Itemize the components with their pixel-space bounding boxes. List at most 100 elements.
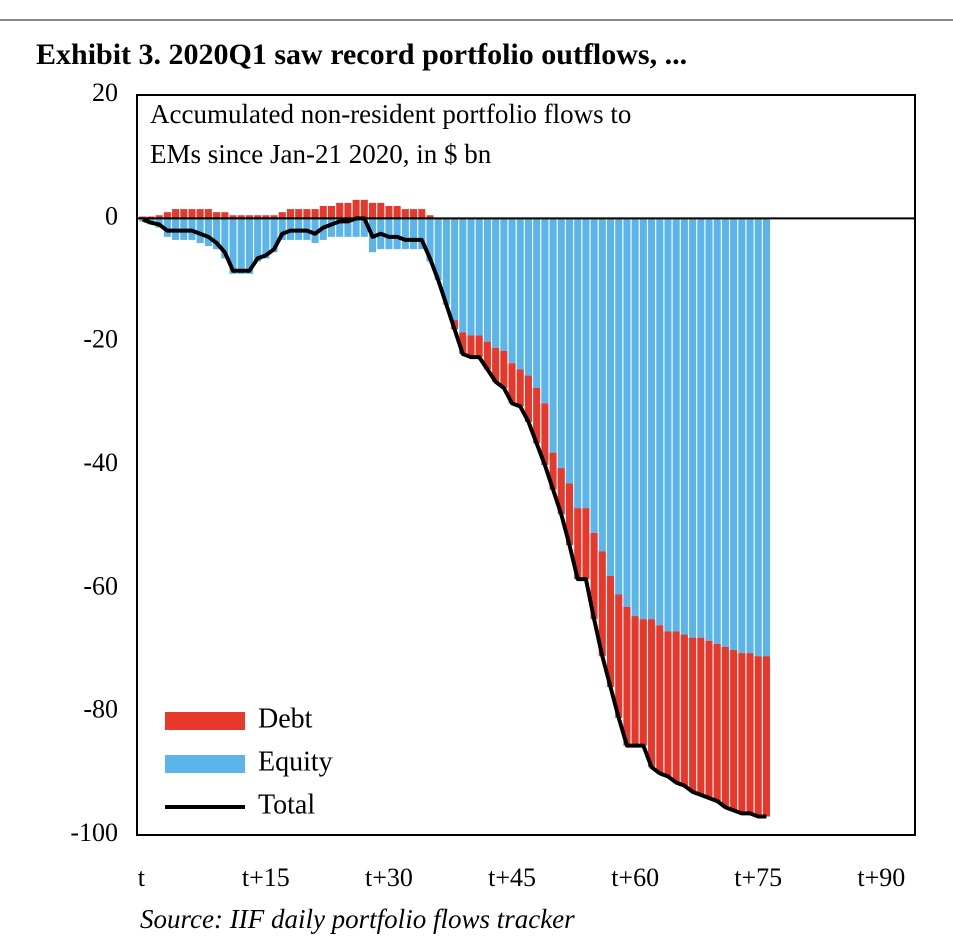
bar-segment	[262, 218, 270, 259]
bar-segment	[565, 483, 574, 546]
y-tick-label: 20	[92, 78, 118, 107]
bar-segment	[541, 403, 549, 465]
bar-segment	[213, 212, 221, 219]
bar-segment	[385, 206, 393, 219]
x-tick-label: t+15	[242, 863, 290, 892]
bar-segment	[508, 363, 516, 404]
bar-segment	[270, 218, 278, 253]
bar-segment	[754, 656, 762, 817]
bar-segment	[336, 218, 344, 237]
bar-segment	[426, 218, 434, 262]
bar-segment	[713, 218, 721, 644]
bar-segment	[697, 637, 705, 795]
bar-segment	[623, 218, 631, 607]
bar-segment	[598, 551, 606, 657]
bar-segment	[360, 218, 368, 237]
bar-segment	[221, 218, 229, 259]
bar-segment	[746, 218, 754, 654]
legend-swatch	[165, 712, 245, 730]
bar-segment	[574, 218, 582, 509]
bar-segment	[270, 215, 278, 219]
bar-segment	[721, 218, 729, 647]
subtitle: Accumulated non-resident portfolio flows…	[150, 99, 631, 129]
bar-segment	[442, 218, 450, 305]
bar-segment	[327, 218, 336, 237]
bar-segment	[221, 212, 229, 219]
bar-segment	[319, 206, 327, 219]
bar-segment	[598, 218, 606, 552]
bar-segment	[418, 218, 426, 250]
bar-segment	[582, 218, 590, 509]
bar-segment	[401, 209, 409, 219]
bar-segment	[623, 606, 631, 746]
bar-segment	[500, 218, 508, 351]
bar-segment	[172, 209, 180, 219]
plot-frame	[136, 94, 916, 836]
bar-segment	[483, 218, 491, 342]
bar-segment	[516, 369, 524, 407]
bar-segment	[582, 508, 590, 580]
bar-segment	[163, 218, 171, 237]
bar-segment	[278, 212, 286, 219]
bar-segment	[631, 616, 639, 746]
legend-label: Total	[258, 789, 315, 820]
bar-segment	[615, 594, 623, 718]
chart-title: Exhibit 3. 2020Q1 saw record portfolio o…	[36, 38, 687, 71]
bar-segment	[155, 215, 163, 219]
x-tick-label: t+90	[857, 863, 905, 892]
bar-segment	[754, 218, 762, 657]
bar-segment	[369, 202, 377, 219]
bar-segment	[410, 218, 418, 250]
bar-segment	[631, 218, 639, 617]
bar-segment	[721, 646, 729, 808]
y-tick-label: -80	[83, 695, 118, 724]
source-note: Source: IIF daily portfolio flows tracke…	[140, 904, 575, 934]
bar-segment	[565, 218, 574, 484]
bar-segment	[467, 218, 475, 336]
bar-segment	[574, 508, 582, 580]
bar-segment	[295, 209, 303, 219]
bar-segment	[393, 218, 401, 250]
bar-segment	[533, 387, 541, 444]
bar-segment	[557, 468, 565, 515]
bar-segment	[451, 218, 459, 321]
bar-segment	[188, 209, 196, 219]
bar-segment	[483, 341, 491, 370]
bar-segment	[401, 218, 409, 250]
bar-segment	[286, 209, 294, 219]
legend-label: Equity	[258, 746, 333, 777]
bar-segment	[467, 335, 475, 358]
bar-segment	[303, 209, 311, 219]
y-tick-label: -40	[83, 448, 118, 477]
bar-segment	[524, 375, 532, 422]
bar-segment	[500, 350, 508, 388]
bar-segment	[680, 634, 688, 786]
bar-segment	[360, 199, 368, 219]
bar-segment	[762, 656, 770, 817]
bar-segment	[492, 347, 500, 382]
bar-segment	[327, 206, 336, 219]
legend-label: Debt	[258, 703, 313, 734]
bar-segment	[459, 332, 467, 354]
bar-segment	[738, 653, 746, 814]
bar-segment	[664, 631, 672, 777]
y-tick-label: -20	[83, 325, 118, 354]
bar-segment	[549, 218, 557, 453]
bar-segment	[204, 209, 212, 219]
bar-segment	[524, 218, 532, 376]
bar-segment	[639, 619, 647, 746]
bar-segment	[196, 218, 204, 243]
bar-segment	[730, 650, 738, 811]
x-tick-label: t+75	[734, 863, 782, 892]
bar-segment	[730, 218, 738, 651]
bar-segment	[656, 218, 664, 626]
bar-segment	[672, 218, 680, 632]
bar-segment	[615, 218, 623, 595]
bar-segment	[229, 215, 237, 219]
bar-segment	[639, 218, 647, 620]
bar-segment	[352, 199, 360, 219]
bar-segment	[459, 218, 467, 333]
bar-segment	[680, 218, 688, 635]
bar-segment	[262, 215, 270, 219]
bar-segment	[475, 335, 483, 358]
